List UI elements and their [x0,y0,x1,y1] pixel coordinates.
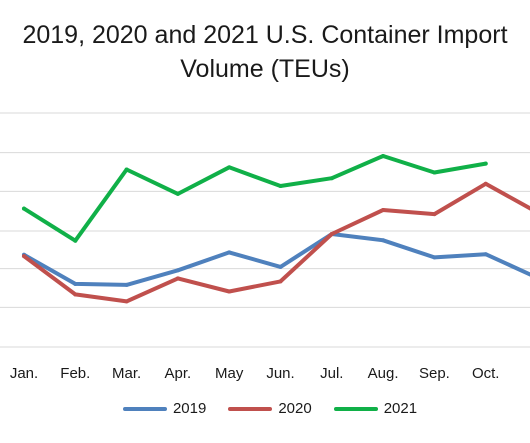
x-tick-label: Feb. [60,365,90,382]
chart-title-line1: 2019, 2020 and 2021 U.S. Container Impor… [22,21,508,49]
series-line-2021 [22,154,488,243]
data-point-2019 [381,238,386,243]
x-tick-label: Apr. [165,365,192,382]
data-point-2021 [73,238,78,243]
data-point-2019 [124,282,129,287]
data-point-2021 [381,154,386,159]
data-point-2020 [432,212,437,217]
legend-item-2020: 2020 [228,400,312,417]
chart-title-line2: Volume (TEUs) [180,55,350,83]
series-line-2019 [22,232,530,287]
data-point-2020 [381,207,386,212]
data-point-2021 [329,176,334,181]
data-point-2021 [124,167,129,172]
legend-label: 2019 [172,400,207,417]
data-point-2020 [22,254,26,259]
legend-label: 2020 [278,400,312,417]
legend-label: 2021 [383,400,418,417]
x-tick-label: Jan. [10,365,38,382]
x-tick-label: May [215,365,244,382]
data-point-2021 [278,183,283,188]
data-point-2019 [175,268,180,273]
x-tick-label: Jul. [320,365,343,382]
data-point-2019 [483,252,488,257]
data-point-2020 [124,299,129,304]
chart-title: 2019, 2020 and 2021 U.S. Container Impor… [0,18,530,86]
x-tick-label: Sep. [419,365,450,382]
legend-item-2019: 2019 [122,400,207,417]
data-point-2021 [432,170,437,175]
x-tick-label: Aug. [368,365,399,382]
legend-swatch [228,406,273,411]
x-tick-label: Mar. [112,365,141,382]
data-point-2021 [483,161,488,166]
legend-swatch [333,406,378,411]
legend-swatch [122,406,167,411]
legend-item-2021: 2021 [333,400,418,417]
legend: 2019 2020 2021 [0,400,530,417]
data-point-2020 [73,292,78,297]
data-point-2021 [227,165,232,170]
data-point-2019 [73,281,78,286]
data-point-2020 [227,289,232,294]
data-point-2020 [483,181,488,186]
x-tick-label: Oct. [472,365,500,382]
x-tick-label: Jun. [266,365,294,382]
data-point-2019 [227,250,232,255]
data-point-2021 [22,206,26,211]
data-point-2020 [329,231,334,236]
data-point-2019 [432,255,437,260]
data-point-2021 [175,191,180,196]
data-point-2020 [278,279,283,284]
data-point-2019 [278,264,283,269]
data-point-2020 [175,276,180,281]
